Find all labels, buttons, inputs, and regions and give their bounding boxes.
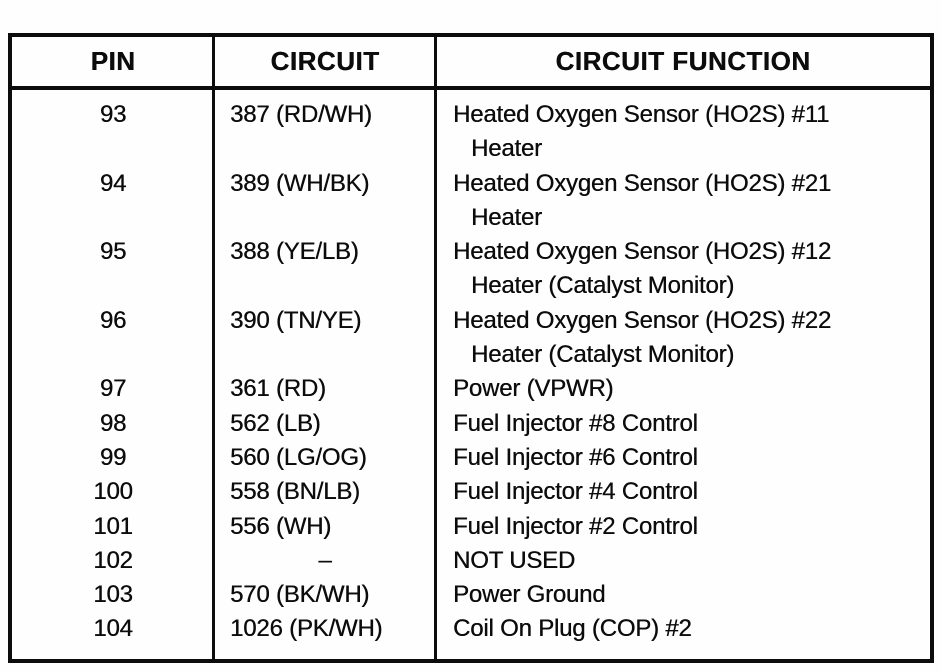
circuit-function-cell: Heated Oxygen Sensor (HO2S) #12 Heater (C… [436, 235, 930, 304]
circuit-function-line: Power Ground [453, 581, 606, 609]
pin-cell: 95 [99, 238, 127, 266]
circuit-cell: 361 (RD) [230, 375, 326, 403]
circuit-function-cell: Coil On Plug (COP) #2 [436, 612, 930, 646]
circuit-function-line: Heated Oxygen Sensor (HO2S) #11 [453, 101, 830, 128]
circuit-function-cell: Heated Oxygen Sensor (HO2S) #21 Heater [436, 167, 930, 236]
pin-cell: 104 [93, 615, 133, 643]
circuit-cell: 387 (RD/WH) [230, 101, 372, 128]
circuit-function-line: Fuel Injector #2 Control [453, 512, 698, 540]
circuit-function-line: Heated Oxygen Sensor (HO2S) #22 [453, 306, 831, 334]
circuit-cell: 390 (TN/YE) [230, 306, 362, 334]
circuit-cell: 562 (LB) [230, 409, 321, 437]
circuit-cell: – [318, 546, 332, 574]
circuit-function-line: Fuel Injector #8 Control [453, 409, 698, 437]
circuit-function-line: Heated Oxygen Sensor (HO2S) #21 [453, 169, 831, 197]
circuit-function-line: Fuel Injector #4 Control [453, 478, 698, 506]
circuit-function-line: Power (VPWR) [453, 375, 614, 403]
circuit-cell: 558 (BN/LB) [230, 478, 360, 506]
pin-cell: 93 [99, 101, 127, 128]
table-row: 102 – NOT USED [12, 544, 930, 578]
pin-cell: 98 [99, 409, 127, 437]
pin-cell: 100 [93, 478, 133, 506]
circuit-function-cell: NOT USED [436, 544, 930, 578]
column-divider-circuit-function [434, 37, 437, 659]
circuit-function-line: Heater [471, 203, 542, 231]
circuit-function-cell: Fuel Injector #2 Control [436, 510, 930, 544]
table-body: 93 387 (RD/WH) Heated Oxygen Sensor (HO2S)… [12, 90, 930, 647]
pinout-table: PIN CIRCUIT CIRCUIT FUNCTION 93 387 (RD/W… [8, 33, 934, 663]
circuit-cell: 388 (YE/LB) [230, 238, 359, 266]
pin-cell: 97 [99, 375, 127, 403]
table-row: 104 1026 (PK/WH) Coil On Plug (COP) #2 [12, 612, 930, 646]
header-cell-pin: PIN [90, 46, 136, 76]
circuit-function-cell: Power Ground [436, 578, 930, 612]
table-row: 94 389 (WH/BK) Heated Oxygen Sensor (HO2S)… [12, 167, 930, 236]
circuit-function-line: Fuel Injector #6 Control [453, 443, 698, 471]
circuit-function-cell: Heated Oxygen Sensor (HO2S) #11 Heater [436, 98, 930, 167]
table-row: 103 570 (BK/WH) Power Ground [12, 578, 930, 612]
circuit-function-line: NOT USED [453, 546, 575, 574]
table-row: 99 560 (LG/OG) Fuel Injector #6 Control [12, 441, 930, 475]
table-row: 95 388 (YE/LB) Heated Oxygen Sensor (HO2S)… [12, 235, 930, 304]
table-row: 93 387 (RD/WH) Heated Oxygen Sensor (HO2S)… [12, 98, 930, 167]
circuit-function-cell: Fuel Injector #6 Control [436, 441, 930, 475]
header-cell-circuit: CIRCUIT [270, 46, 380, 76]
table-row: 96 390 (TN/YE) Heated Oxygen Sensor (HO2S)… [12, 304, 930, 373]
circuit-function-line: Heated Oxygen Sensor (HO2S) #12 [453, 238, 831, 266]
circuit-function-line: Heater (Catalyst Monitor) [471, 272, 735, 300]
circuit-cell: 389 (WH/BK) [230, 169, 370, 197]
pin-cell: 101 [93, 512, 133, 540]
header-cell-circuit-function: CIRCUIT FUNCTION [555, 46, 811, 76]
pin-cell: 94 [99, 169, 127, 197]
circuit-function-cell: Power (VPWR) [436, 372, 930, 406]
circuit-function-cell: Fuel Injector #8 Control [436, 407, 930, 441]
table-row: 97 361 (RD) Power (VPWR) [12, 372, 930, 406]
pin-cell: 99 [99, 443, 127, 471]
circuit-cell: 560 (LG/OG) [230, 443, 367, 471]
circuit-cell: 556 (WH) [230, 512, 332, 540]
circuit-function-line: Heater (Catalyst Monitor) [471, 341, 735, 369]
table-row: 100 558 (BN/LB) Fuel Injector #4 Control [12, 475, 930, 509]
circuit-function-line: Heater [471, 135, 542, 163]
circuit-function-cell: Heated Oxygen Sensor (HO2S) #22 Heater (C… [436, 304, 930, 373]
circuit-function-line: Coil On Plug (COP) #2 [453, 615, 692, 643]
circuit-cell: 570 (BK/WH) [230, 581, 370, 609]
circuit-cell: 1026 (PK/WH) [230, 615, 383, 643]
pin-cell: 103 [93, 581, 133, 609]
table-row: 98 562 (LB) Fuel Injector #8 Control [12, 407, 930, 441]
pin-cell: 96 [99, 306, 127, 334]
column-divider-pin-circuit [212, 37, 215, 659]
circuit-function-cell: Fuel Injector #4 Control [436, 475, 930, 509]
table-row: 101 556 (WH) Fuel Injector #2 Control [12, 510, 930, 544]
pin-cell: 102 [93, 546, 133, 574]
table-header-row: PIN CIRCUIT CIRCUIT FUNCTION [12, 37, 930, 90]
